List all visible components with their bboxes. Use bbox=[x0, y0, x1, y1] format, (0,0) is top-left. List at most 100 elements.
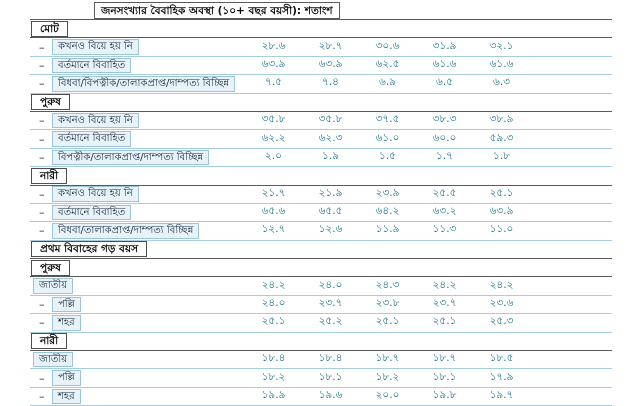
value-cells: ৬৫.৬ ৬৫.৫ ৬৪.২ ৬৩.২ ৬৩.৯ bbox=[245, 204, 612, 221]
row-label: বর্তমানে বিবাহিত bbox=[52, 131, 132, 147]
dash-bullet: – bbox=[39, 58, 45, 72]
value-cells: ১২.৭ ১২.৬ ১১.৯ ১১.৩ ১১.০ bbox=[245, 222, 612, 239]
value-cell: ৬৩.২ bbox=[432, 205, 457, 218]
value-cell: ২৮.৭ bbox=[318, 39, 343, 52]
section-header-label: নারী bbox=[31, 333, 68, 350]
dash-bullet: – bbox=[39, 224, 45, 238]
value-cell: ৬২.২ bbox=[261, 131, 286, 144]
blank-column bbox=[530, 296, 612, 313]
value-cell: ১৮.৫ bbox=[489, 352, 514, 365]
data-row: জাতীয় ২৪.২ ২৪.০ ২৪.৩ ২৪.২ ২৪.২ bbox=[30, 277, 612, 296]
value-cell: ৬৪.২ bbox=[375, 205, 400, 218]
row-label: বর্তমানে বিবাহিত bbox=[52, 204, 132, 221]
dash-bullet: – bbox=[39, 40, 45, 54]
table-title-row: জনসংখ্যার বৈবাহিক অবস্থা (১০+ বছর বয়সী)… bbox=[30, 1, 612, 20]
value-cell: ২.০ bbox=[265, 149, 282, 162]
value-cell: ২৪.০ bbox=[261, 297, 286, 310]
blank-column bbox=[530, 351, 612, 368]
blank-column bbox=[530, 149, 612, 166]
value-cells: ২৪.০ ২৩.৭ ২৩.৮ ২৩.৭ ২৩.৬ bbox=[245, 296, 612, 313]
row-label: কখনও বিয়ে হয় নি bbox=[52, 112, 139, 129]
blank-column bbox=[530, 57, 612, 74]
row-label: জাতীয় bbox=[33, 351, 74, 368]
row-label: পল্লি bbox=[52, 370, 81, 386]
value-cell: ১.৯ bbox=[322, 149, 339, 162]
value-cell: ২৮.৬ bbox=[261, 39, 286, 52]
value-cells: ১৯.৯ ১৯.৬ ২০.০ ১৯.৮ ১৯.৭ bbox=[245, 388, 612, 405]
value-cell: ১৮.২ bbox=[261, 370, 286, 383]
blank-column bbox=[530, 222, 612, 239]
value-cell: ২৫.৩ bbox=[489, 315, 514, 328]
section-header-row: পুরুষ bbox=[30, 94, 612, 112]
value-cells: ৬২.২ ৬২.৩ ৬১.০ ৬০.০ ৫৯.৩ bbox=[245, 131, 612, 148]
section-header-label: নারী bbox=[31, 167, 68, 184]
value-cells: ২৫.১ ২৫.২ ২৫.১ ২৫.১ ২৫.৩ bbox=[245, 314, 612, 331]
value-cell: ৬৩.৯ bbox=[489, 205, 514, 218]
value-cells: ২.০ ১.৯ ১.৫ ১.৭ ১.৮ bbox=[245, 149, 612, 166]
value-cell: ২৫.১ bbox=[261, 315, 286, 328]
value-cell: ২৪.২ bbox=[432, 278, 457, 291]
value-cell: ৬৩.৯ bbox=[318, 57, 343, 70]
value-cell: ১৮.৭ bbox=[432, 352, 457, 365]
value-cells: ৬৩.৯ ৬৩.৯ ৬২.৫ ৬১.৬ ৬১.৬ bbox=[245, 57, 612, 74]
data-row: – বিধবা/বিপত্নীক/তালাকপ্রাপ্ত/দাম্পত্য বি… bbox=[30, 75, 612, 94]
value-cell: ৭.৫ bbox=[265, 76, 282, 89]
value-cell: ২৩.৭ bbox=[432, 297, 457, 310]
value-cell: ১৮.৭ bbox=[375, 352, 400, 365]
blank-column bbox=[530, 278, 612, 295]
value-cell: ২৪.৩ bbox=[375, 278, 400, 291]
dash-bullet: – bbox=[39, 390, 45, 403]
row-label: বিধবা/বিপত্নীক/তালাকপ্রাপ্ত/দাম্পত্য বিচ… bbox=[52, 76, 236, 92]
row-label: বিধবা/তালাকপ্রাপ্ত/দাম্পত্য বিচ্ছিন্ন bbox=[52, 223, 200, 239]
section-header-label: পুরুষ bbox=[31, 94, 70, 111]
blank-column bbox=[530, 314, 612, 331]
value-cell: ৬৩.৯ bbox=[261, 57, 286, 70]
dash-bullet: – bbox=[39, 150, 45, 164]
value-cell: ১৭.৯ bbox=[489, 370, 514, 383]
marital-status-table: জনসংখ্যার বৈবাহিক অবস্থা (১০+ বছর বয়সী)… bbox=[30, 1, 612, 406]
value-cell: ১.৭ bbox=[436, 149, 453, 162]
value-cells: ২৪.২ ২৪.০ ২৪.৩ ২৪.২ ২৪.২ bbox=[245, 278, 612, 295]
table-title: জনসংখ্যার বৈবাহিক অবস্থা (১০+ বছর বয়সী)… bbox=[94, 1, 340, 19]
data-row: – বর্তমানে বিবাহিত ৬৩.৯ ৬৩.৯ ৬২.৫ ৬১.৬ ৬১.৬ bbox=[30, 57, 612, 76]
value-cell: ৫৯.৩ bbox=[489, 131, 514, 144]
data-row: জাতীয় ১৮.৪ ১৮.৪ ১৮.৭ ১৮.৭ ১৮.৫ bbox=[30, 351, 612, 370]
row-label: শহর bbox=[52, 315, 81, 331]
value-cell: ৩৫.৮ bbox=[318, 113, 343, 126]
value-cell: ৬১.০ bbox=[375, 131, 400, 144]
value-cell: ১.৫ bbox=[379, 149, 396, 162]
value-cell: ১৯.৯ bbox=[261, 389, 286, 401]
value-cells: ১৮.৪ ১৮.৪ ১৮.৭ ১৮.৭ ১৮.৫ bbox=[245, 351, 612, 368]
value-cell: ১১.০ bbox=[489, 223, 514, 236]
dash-bullet: – bbox=[39, 371, 45, 385]
value-cell: ৩৮.৯ bbox=[489, 113, 514, 126]
section-header-row: নারী bbox=[30, 333, 612, 352]
section-header-row: নারী bbox=[30, 167, 612, 186]
blank-column bbox=[530, 370, 612, 387]
value-cell: ১.৮ bbox=[493, 149, 510, 162]
row-label: শহর bbox=[52, 388, 81, 405]
row-label: পল্লি bbox=[52, 296, 81, 313]
value-cell: ২৫.১ bbox=[432, 315, 457, 328]
dash-bullet: – bbox=[39, 77, 45, 91]
value-cell: ১৯.৬ bbox=[318, 389, 343, 401]
dash-bullet: – bbox=[39, 206, 45, 220]
value-cell: ৬.৫ bbox=[436, 76, 453, 89]
value-cell: ১৮.৪ bbox=[318, 352, 343, 365]
blank-column bbox=[530, 112, 612, 129]
value-cell: ১২.৬ bbox=[318, 223, 343, 236]
section-header-row: প্রথম বিবাহের গড় বয়স bbox=[30, 241, 612, 260]
data-row: – বর্তমানে বিবাহিত ৬৫.৬ ৬৫.৫ ৬৪.২ ৬৩.২ ৬৩.৯ bbox=[30, 204, 612, 223]
value-cells: ১৮.২ ১৮.১ ১৮.২ ১৮.১ ১৭.৯ bbox=[245, 370, 612, 387]
value-cell: ২৩.৭ bbox=[318, 297, 343, 310]
blank-column bbox=[530, 75, 612, 92]
value-cell: ১৮.১ bbox=[318, 370, 343, 383]
row-label: কখনও বিয়ে হয় নি bbox=[52, 186, 139, 202]
value-cell: ১৯.৮ bbox=[432, 389, 457, 401]
value-cell: ২৪.২ bbox=[489, 278, 514, 291]
row-label: কখনও বিয়ে হয় নি bbox=[52, 39, 139, 55]
dash-bullet: – bbox=[39, 316, 45, 330]
section-header-label: পুরুষ bbox=[31, 259, 70, 276]
value-cell: ২৫.১ bbox=[375, 315, 400, 328]
